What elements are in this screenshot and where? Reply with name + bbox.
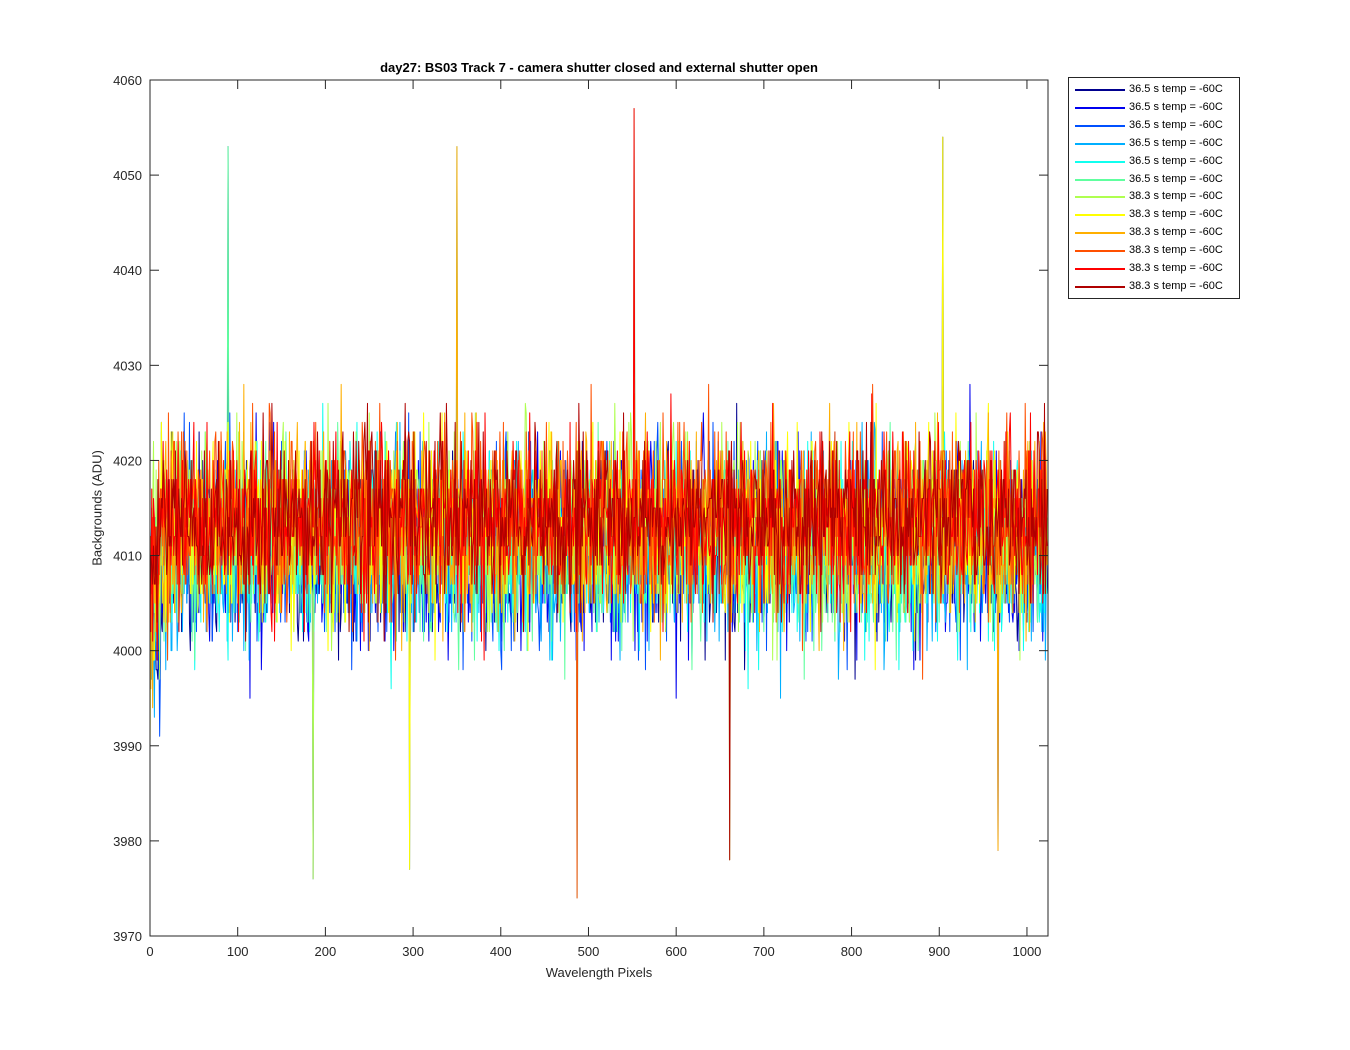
y-tick-label: 4010: [113, 549, 142, 564]
x-tick-label: 800: [841, 944, 863, 959]
y-tick-label: 4030: [113, 358, 142, 373]
legend-swatch: [1075, 106, 1125, 109]
y-tick-label: 4060: [113, 73, 142, 88]
legend-swatch: [1075, 196, 1125, 199]
y-tick-label: 4050: [113, 168, 142, 183]
legend-swatch: [1075, 142, 1125, 145]
y-tick-label: 4020: [113, 453, 142, 468]
legend-item: 36.5 s temp = -60C: [1069, 117, 1239, 135]
x-tick-label: 600: [665, 944, 687, 959]
x-tick-label: 200: [315, 944, 337, 959]
legend-item: 36.5 s temp = -60C: [1069, 81, 1239, 99]
legend-item: 36.5 s temp = -60C: [1069, 153, 1239, 171]
series-line-11: [149, 108, 1048, 661]
y-tick-label: 4000: [113, 644, 142, 659]
legend-swatch: [1075, 178, 1125, 181]
x-tick-label: 900: [928, 944, 950, 959]
legend-swatch: [1075, 124, 1125, 127]
legend-item: 38.3 s temp = -60C: [1069, 188, 1239, 206]
legend-label: 38.3 s temp = -60C: [1129, 262, 1223, 274]
legend-item: 36.5 s temp = -60C: [1069, 135, 1239, 153]
legend-label: 38.3 s temp = -60C: [1129, 244, 1223, 257]
legend-label: 36.5 s temp = -60C: [1129, 100, 1223, 113]
legend-item: 36.5 s temp = -60C: [1069, 171, 1239, 189]
x-tick-label: 500: [578, 944, 600, 959]
legend-swatch: [1075, 160, 1125, 163]
axes-box: [149, 79, 1049, 937]
y-tick-label: 4040: [113, 263, 142, 278]
legend-label: 38.3 s temp = -60C: [1129, 190, 1223, 203]
x-tick-label: 400: [490, 944, 512, 959]
x-tick-label: 700: [753, 944, 775, 959]
legend-swatch: [1075, 285, 1125, 288]
legend-label: 36.5 s temp = -60C: [1129, 118, 1223, 131]
tick-layer: 0 100 200 300 400 500 600 700 800 900 1000 3970 3980…: [113, 73, 1048, 959]
y-tick-label: 3980: [113, 834, 142, 849]
legend-label: 36.5 s temp = -60C: [1129, 136, 1223, 149]
legend-item: 38.3 s temp = -60C: [1069, 242, 1239, 260]
legend-label: 36.5 s temp = -60C: [1129, 83, 1223, 95]
y-axis-label: Backgrounds (ADU): [89, 450, 105, 566]
legend-label: 38.3 s temp = -60C: [1129, 226, 1223, 239]
legend-item: 38.3 s temp = -60C: [1069, 260, 1239, 278]
x-axis-label: Wavelength Pixels: [545, 965, 653, 980]
y-tick-label: 3970: [113, 929, 142, 944]
legend-swatch: [1075, 268, 1125, 270]
legend-item: 38.3 s temp = -60C: [1069, 224, 1239, 242]
legend-label: 38.3 s temp = -60C: [1129, 208, 1223, 221]
x-tick-label: 100: [227, 944, 249, 959]
legend-label: 36.5 s temp = -60C: [1129, 172, 1223, 185]
legend-item: 38.3 s temp = -60C: [1069, 206, 1239, 224]
legend-swatch: [1075, 89, 1125, 91]
legend-swatch: [1075, 232, 1125, 235]
series-layer: [149, 108, 1048, 899]
legend-item: 38.3 s temp = -60C: [1069, 278, 1239, 296]
x-tick-label: 300: [402, 944, 424, 959]
legend-swatch: [1075, 214, 1125, 217]
x-tick-label: 0: [146, 944, 153, 959]
legend: 36.5 s temp = -60C 36.5 s temp = -60C 36.5…: [1068, 77, 1240, 299]
legend-swatch: [1075, 250, 1125, 253]
x-tick-label: 1000: [1012, 944, 1041, 959]
chart-title: day27: BS03 Track 7 - camera shutter clo…: [380, 60, 818, 75]
legend-label: 38.3 s temp = -60C: [1129, 279, 1223, 292]
legend-item: 36.5 s temp = -60C: [1069, 99, 1239, 117]
y-tick-label: 3990: [113, 739, 142, 754]
series-line-12: [149, 402, 1048, 861]
legend-label: 36.5 s temp = -60C: [1129, 154, 1223, 167]
